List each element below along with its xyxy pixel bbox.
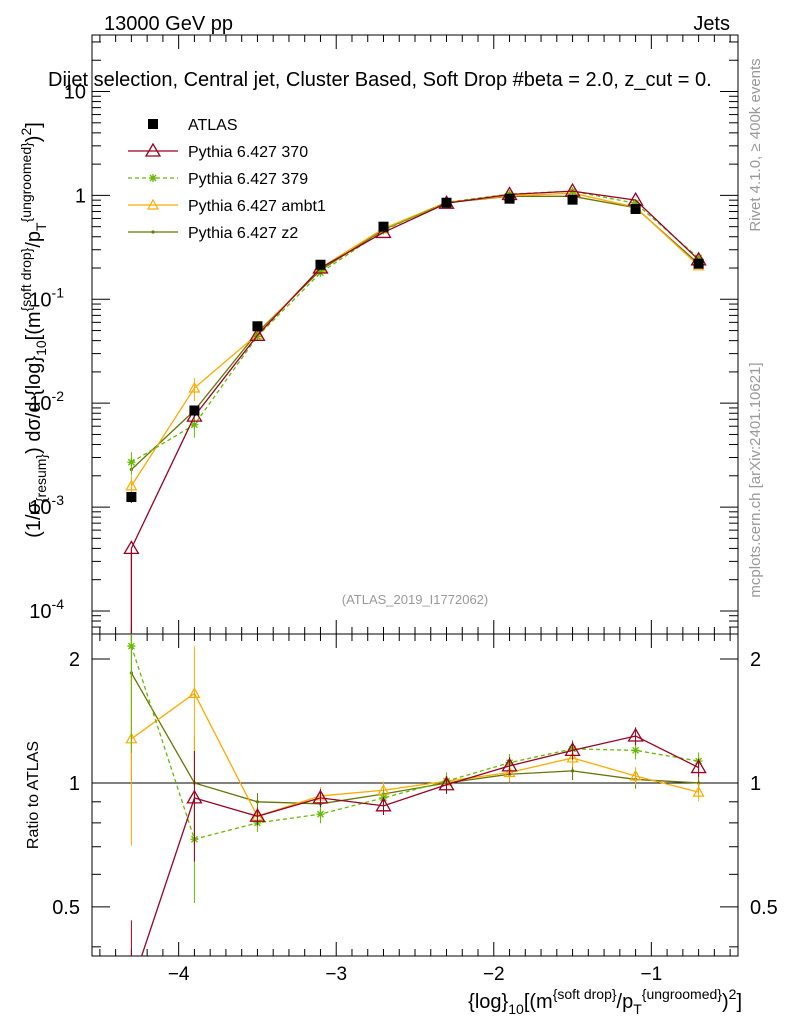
series-p370	[123, 182, 707, 634]
point-p370	[123, 540, 140, 555]
main-y-axis-title: (1/σ{resum}) dσ/d {log}10[(m{soft drop}/…	[18, 122, 49, 538]
point-ambt1	[125, 479, 138, 491]
legend-item-p379: Pythia 6.427 379	[128, 171, 308, 188]
ratio-axis-ticks: −4 −3 −2 −1 0.5 0.5 1 1 2 2	[52, 634, 778, 985]
ratio-series-p370	[130, 727, 707, 956]
legend-item-z2: Pythia 6.427 z2	[128, 225, 298, 242]
legend-label-z2: Pythia 6.427 z2	[188, 225, 298, 242]
x-tick-label: −4	[168, 964, 190, 985]
ratio-point-z2	[570, 769, 575, 773]
analysis-id-label: (ATLAS_2019_I1772062)	[342, 592, 488, 607]
ratio-point-p379	[127, 642, 136, 651]
main-y-tick-label: 10-3	[29, 492, 64, 519]
ratio-series-ambt1	[125, 646, 705, 846]
ratio-y-tick-label: 0.5	[52, 897, 80, 919]
legend-marker-data	[148, 119, 158, 129]
ratio-point-p370	[564, 742, 581, 757]
point-data	[630, 203, 641, 214]
selection-title: Dijet selection, Central jet, Cluster Ba…	[48, 69, 712, 91]
legend-item-p370: Pythia 6.427 370	[128, 142, 308, 161]
mcplots-label: mcplots.cern.ch [arXiv:2401.10621]	[747, 362, 764, 597]
ratio-point-p370	[249, 807, 266, 822]
ratio-point-ambt1	[692, 785, 705, 797]
legend-marker-ambt1	[146, 198, 160, 210]
series-line-p370	[130, 190, 700, 549]
point-data	[252, 321, 263, 332]
energy-label: 13000 GeV pp	[104, 13, 233, 35]
point-data	[315, 259, 326, 270]
ratio-point-ambt1	[566, 751, 579, 763]
main-axis-ticks: 10-4 10-3 10-2 10-1 1 10	[29, 35, 738, 635]
ratio-point-ambt1	[188, 687, 201, 698]
point-ambt1	[188, 381, 201, 393]
ratio-y-tick-label-right: 2	[750, 649, 761, 671]
ratio-y-tick-label-right: 0.5	[750, 897, 778, 919]
point-data	[126, 491, 137, 502]
series-line-p379	[131, 190, 700, 463]
ratio-y-axis-title: Ratio to ATLAS	[25, 741, 42, 849]
rivet-label: Rivet 4.1.0, ≥ 400k events	[747, 58, 764, 231]
ratio-point-ambt1	[629, 769, 642, 781]
ratio-point-ambt1	[503, 766, 516, 778]
legend: ATLAS Pythia 6.427 370 Pythia 6.427 379 Pyt…	[128, 117, 326, 242]
point-data	[567, 194, 578, 205]
point-p379	[631, 199, 640, 208]
ratio-series-group	[125, 634, 707, 956]
ratio-point-p370	[627, 727, 644, 742]
point-p370	[249, 327, 266, 341]
main-y-tick-label: 1	[75, 185, 86, 207]
point-p379	[694, 253, 703, 262]
legend-item-ambt1: Pythia 6.427 ambt1	[128, 198, 326, 215]
ratio-y-tick-label: 2	[69, 649, 80, 671]
x-tick-label: −1	[641, 964, 663, 985]
ratio-point-p379	[316, 810, 325, 819]
point-data	[189, 405, 200, 416]
point-data	[693, 258, 704, 269]
legend-item-data: ATLAS	[148, 117, 238, 134]
point-data	[441, 197, 452, 208]
point-p379	[190, 420, 199, 429]
legend-marker-p370	[144, 142, 162, 157]
x-axis-title: {log}10[(m{soft drop}/pT{ungroomed})2]	[468, 986, 742, 1017]
main-y-tick-label: 10-1	[29, 284, 64, 311]
main-series-group	[123, 182, 707, 634]
ratio-point-p379	[631, 746, 640, 755]
ratio-point-z2	[255, 800, 260, 804]
ratio-line-z2	[130, 672, 699, 805]
ratio-point-p370	[501, 757, 518, 772]
x-tick-label: −3	[325, 964, 347, 985]
point-p379	[127, 458, 136, 467]
point-data	[378, 221, 389, 232]
x-tick-label: −2	[483, 964, 505, 985]
ratio-point-p370	[438, 776, 455, 791]
ratio-line-p379	[130, 645, 699, 841]
ratio-point-p370	[375, 797, 392, 812]
main-y-tick-label: 10-4	[29, 596, 64, 623]
legend-marker-p379	[149, 174, 157, 182]
legend-label-ambt1: Pythia 6.427 ambt1	[188, 198, 326, 215]
process-label: Jets	[693, 13, 730, 35]
legend-marker-z2	[151, 230, 155, 234]
legend-label-p379: Pythia 6.427 379	[188, 171, 308, 188]
ratio-point-p370	[690, 759, 707, 774]
series-data	[126, 193, 704, 503]
ratio-y-tick-label-right: 1	[750, 773, 761, 795]
ratio-y-tick-label: 1	[69, 773, 80, 795]
ratio-series-p379	[127, 634, 703, 904]
ratio-line-p370	[140, 735, 699, 956]
ratio-point-z2	[697, 781, 701, 785]
main-y-tick-label: 10	[64, 82, 86, 104]
ratio-point-p370	[312, 789, 329, 804]
ratio-point-p370	[186, 789, 203, 804]
legend-label-data: ATLAS	[188, 117, 238, 134]
main-y-tick-label: 10-2	[29, 388, 64, 415]
series-line-ambt1	[130, 192, 700, 487]
legend-label-p370: Pythia 6.427 370	[188, 144, 308, 161]
ratio-line-ambt1	[131, 692, 699, 818]
point-data	[504, 193, 515, 204]
